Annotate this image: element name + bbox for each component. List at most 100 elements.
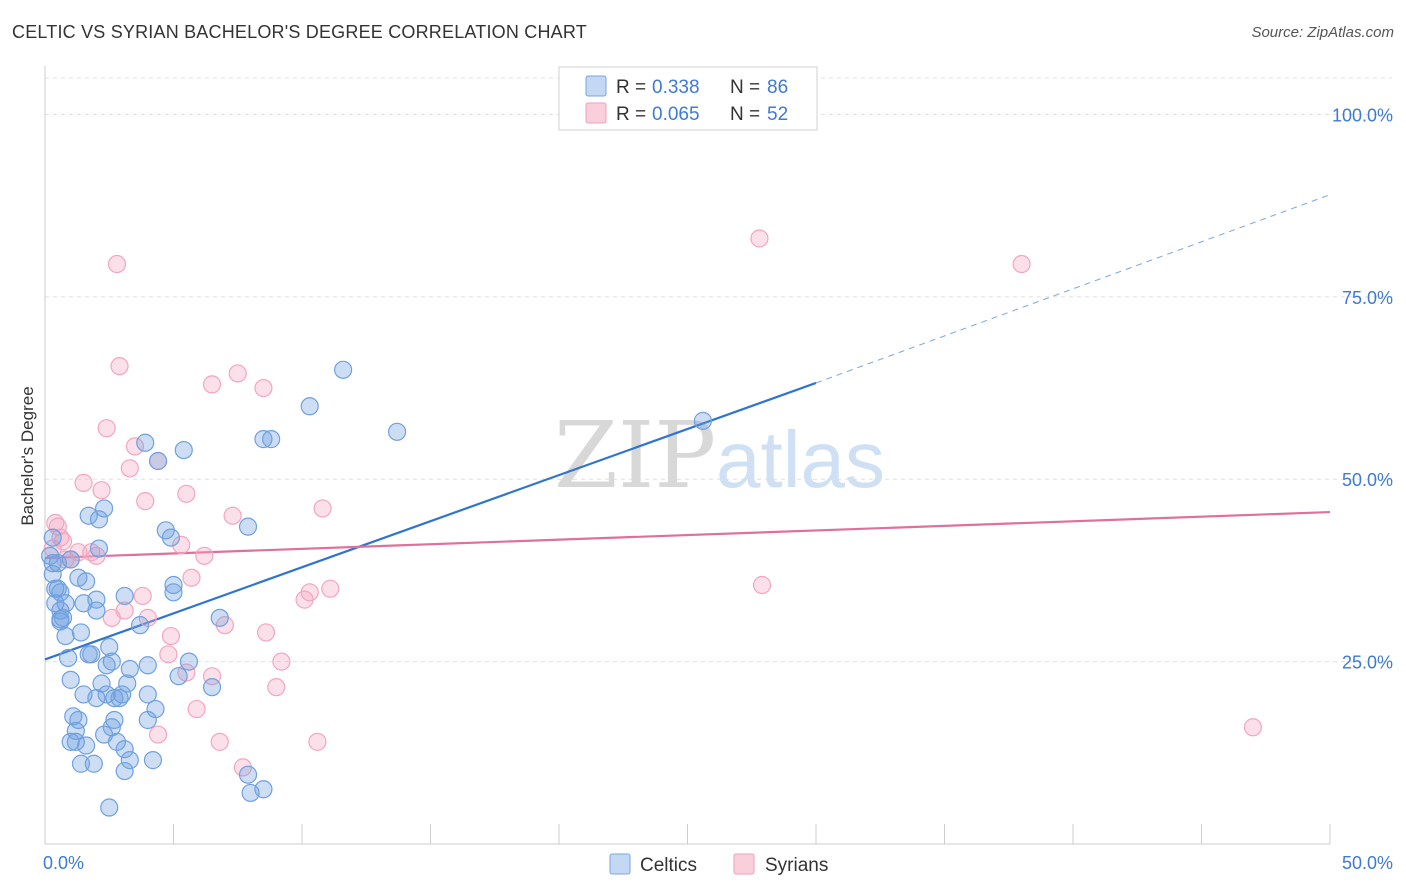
syrians-point-19	[133, 586, 152, 606]
celtics-point-58	[146, 699, 165, 719]
syrians-point-30	[187, 699, 206, 719]
legend-r-label-syrians: R =	[616, 104, 646, 125]
syrians-point-34	[210, 732, 229, 751]
celtics-point-23	[77, 736, 96, 755]
celtics-point-52	[130, 616, 150, 635]
legend-r-label-celtics: R =	[616, 77, 646, 98]
celtics-point-13	[59, 648, 78, 668]
syrians-point-41	[267, 678, 286, 697]
celtics-point-67	[202, 678, 222, 697]
celtics-point-53	[136, 433, 155, 452]
celtics-point-61	[161, 528, 181, 547]
legend-n-value-celtics: 86	[767, 77, 788, 98]
celtics-point-50	[120, 751, 139, 770]
watermark-atlas: atlas	[716, 415, 885, 504]
legend-r-value-syrians: 0.065	[652, 104, 700, 125]
syrians-point-45	[308, 732, 327, 751]
celtics-point-24	[77, 572, 96, 591]
celtics-point-34	[92, 674, 111, 693]
syrians-point-4	[53, 532, 73, 551]
celtics-point-56	[138, 656, 157, 675]
celtics-point-83	[48, 554, 67, 573]
y-axis-label: Bachelor's Degree	[18, 386, 37, 525]
syrians-point-14	[107, 254, 127, 274]
celtics-point-18	[66, 721, 85, 741]
celtics-point-74	[262, 430, 281, 449]
celtics-point-9	[51, 583, 70, 602]
bottom-legend-swatch-syrians	[733, 853, 755, 875]
bottom-legend: Celtics Syrians	[609, 853, 828, 876]
celtics-point-64	[169, 667, 188, 686]
celtics-point-78	[693, 411, 713, 430]
y-tick-label-0: 25.0%	[1342, 653, 1393, 673]
celtics-point-35	[95, 499, 114, 518]
celtics-point-76	[334, 360, 353, 379]
celtics-point-80	[61, 732, 80, 751]
syrians-point-39	[254, 378, 273, 398]
syrians-point-18	[125, 437, 145, 456]
syrians-point-36	[223, 506, 242, 525]
celtics-point-57	[143, 751, 163, 770]
celtics-point-66	[179, 652, 199, 671]
y-tick-label-1: 50.0%	[1342, 470, 1393, 490]
x-tick-label-0: 0.0%	[43, 853, 84, 873]
celtics-point-25	[79, 506, 98, 525]
bottom-legend-label-syrians: Syrians	[765, 855, 828, 876]
celtics-point-39	[100, 637, 119, 657]
celtics-point-42	[105, 710, 124, 730]
legend-swatch-syrians	[585, 102, 607, 124]
x-tick-label-1: 50.0%	[1342, 853, 1393, 873]
celtics-point-32	[89, 510, 109, 529]
celtics-point-62	[164, 575, 183, 595]
celtics-point-46	[115, 761, 134, 781]
celtics-point-48	[115, 586, 134, 606]
legend-n-value-syrians: 52	[767, 104, 788, 125]
watermark-zip: ZIP	[554, 402, 716, 509]
watermark: ZIP atlas	[554, 402, 885, 509]
syrians-point-17	[120, 459, 139, 478]
grid-lines	[45, 77, 1392, 663]
bottom-legend-label-celtics: Celtics	[640, 855, 697, 876]
celtics-point-82	[105, 688, 124, 708]
syrians-point-25	[161, 626, 181, 646]
celtics-point-85	[95, 725, 114, 744]
syrians-point-26	[172, 535, 191, 554]
bottom-legend-swatch-celtics	[609, 853, 631, 875]
celtics-point-11	[56, 594, 75, 613]
celtics-point-55	[138, 685, 157, 704]
celtics-point-65	[174, 440, 193, 460]
celtics-point-33	[89, 539, 109, 558]
syrians-point-44	[300, 583, 319, 602]
syrians-point-31	[195, 546, 214, 565]
celtics-point-72	[254, 780, 273, 799]
celtics-point-73	[254, 430, 273, 449]
celtics-point-75	[300, 397, 319, 416]
syrians-point-42	[272, 652, 291, 671]
celtics-point-69	[238, 517, 258, 536]
celtics-points	[41, 360, 713, 817]
syrians-point-21	[138, 608, 157, 627]
syrians-point-46	[313, 499, 332, 518]
celtics-point-28	[84, 754, 103, 773]
celtics-point-59	[148, 451, 168, 471]
syrians-point-20	[136, 492, 155, 511]
celtics-point-19	[69, 710, 88, 730]
syrians-point-51	[1243, 718, 1263, 737]
syrians-point-7	[69, 543, 88, 562]
syrians-point-47	[321, 579, 340, 598]
celtics-point-68	[210, 608, 229, 627]
celtics-point-84	[74, 594, 93, 613]
celtics-point-81	[71, 754, 91, 773]
celtics-point-40	[102, 652, 121, 671]
syrians-point-23	[148, 725, 168, 744]
legend-swatch-celtics	[585, 75, 607, 97]
celtics-point-47	[115, 740, 134, 759]
celtics-point-70	[238, 765, 258, 784]
syrians-point-15	[110, 357, 129, 376]
celtics-point-63	[164, 583, 183, 602]
celtics-point-51	[120, 659, 139, 679]
celtics-point-2	[43, 528, 62, 547]
syrians-point-29	[182, 568, 201, 587]
celtics-point-21	[71, 623, 91, 642]
